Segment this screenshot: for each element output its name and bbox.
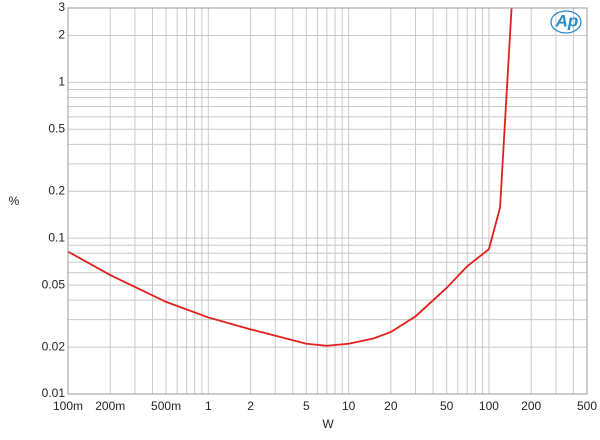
y-tick-label: 0.1 bbox=[48, 230, 65, 244]
grid bbox=[67, 7, 588, 395]
y-axis-label: % bbox=[9, 194, 20, 208]
data-line bbox=[68, 8, 513, 347]
y-tick-label: 0.2 bbox=[48, 183, 65, 197]
y-tick-label: 2 bbox=[58, 28, 65, 42]
x-tick-label: 100m bbox=[53, 399, 83, 413]
logo-ring bbox=[550, 10, 582, 34]
x-tick-label: 200m bbox=[95, 399, 125, 413]
x-tick-label: 500m bbox=[151, 399, 181, 413]
x-tick-label: 1 bbox=[205, 399, 212, 413]
x-tick-label: 100 bbox=[479, 399, 499, 413]
x-tick-label: 5 bbox=[303, 399, 310, 413]
plot-area bbox=[68, 8, 513, 347]
x-tick-label: 50 bbox=[440, 399, 454, 413]
y-tick-label: 1 bbox=[58, 75, 65, 89]
x-tick-label: 2 bbox=[247, 399, 254, 413]
y-tick-label: 0.01 bbox=[42, 386, 66, 400]
x-tick-label: 500 bbox=[577, 399, 597, 413]
y-tick-label: 0.05 bbox=[42, 277, 66, 291]
y-tick-label: 3 bbox=[58, 0, 65, 14]
x-axis-label: W bbox=[322, 417, 334, 431]
logo: Ap bbox=[555, 11, 579, 30]
y-tick-label: 0.02 bbox=[42, 339, 66, 353]
plot-frame bbox=[67, 7, 588, 395]
x-tick-label: 10 bbox=[342, 399, 356, 413]
y-tick-label: 0.5 bbox=[48, 121, 65, 135]
x-tick-label: 200 bbox=[521, 399, 541, 413]
x-tick-label: 20 bbox=[384, 399, 398, 413]
